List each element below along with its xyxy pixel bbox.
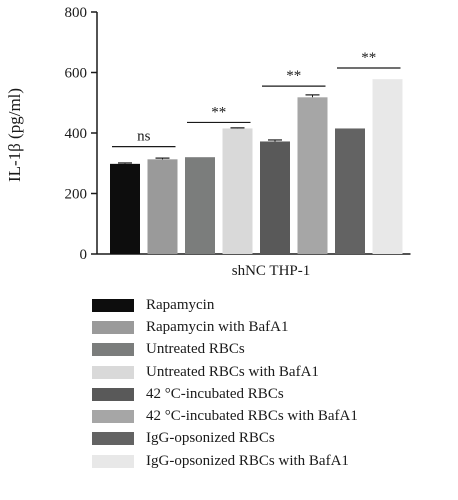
legend-swatch (92, 410, 134, 424)
legend-label: Untreated RBCs (146, 341, 245, 358)
y-tick-label: 800 (65, 5, 88, 21)
legend-item: Rapamycin with BafA1 (92, 316, 358, 338)
significance-label: ** (211, 104, 226, 120)
significance-label: ns (137, 129, 151, 145)
legend-label: 42 °C-incubated RBCs (146, 385, 284, 402)
bar (110, 163, 140, 254)
y-axis-label: IL-1β (pg/ml) (5, 88, 24, 182)
bar (185, 157, 215, 254)
legend-label: IgG-opsonized RBCs with BafA1 (146, 452, 349, 469)
legend-label: Rapamycin (146, 296, 215, 313)
bar-chart: 0 200 400 600 800 ns ** ** ** IL-1β (pg/ml) shN… (5, 5, 411, 279)
legend-swatch (92, 298, 134, 312)
legend-item: Rapamycin (92, 294, 358, 316)
bar (335, 128, 365, 254)
legend-item: IgG-opsonized RBCs with BafA1 (92, 450, 358, 472)
significance-markers: ns ** ** ** (112, 50, 401, 148)
legend-swatch (92, 365, 134, 379)
bar (297, 97, 328, 255)
y-ticks: 0 200 400 600 800 (65, 5, 97, 263)
legend-item: 42 °C-incubated RBCs with BafA1 (92, 405, 358, 427)
x-axis-label: shNC THP-1 (232, 263, 311, 279)
bar (147, 159, 178, 254)
legend-label: IgG-opsonized RBCs (146, 430, 275, 447)
legend-swatch (92, 454, 134, 468)
bar (260, 141, 290, 254)
legend-label: Untreated RBCs with BafA1 (146, 363, 319, 380)
bar (222, 128, 253, 254)
legend-item: Untreated RBCs with BafA1 (92, 361, 358, 383)
legend-item: 42 °C-incubated RBCs (92, 383, 358, 405)
bars-group (110, 79, 403, 255)
y-tick-label: 0 (80, 247, 88, 263)
legend-swatch (92, 432, 134, 446)
legend-label: Rapamycin with BafA1 (146, 318, 289, 335)
legend-item: IgG-opsonized RBCs (92, 428, 358, 450)
legend-item: Untreated RBCs (92, 339, 358, 361)
y-tick-label: 200 (65, 187, 88, 203)
significance-label: ** (361, 50, 376, 66)
significance-label: ** (286, 68, 301, 84)
y-tick-label: 400 (65, 126, 88, 142)
legend-swatch (92, 387, 134, 401)
legend: Rapamycin Rapamycin with BafA1 Untreated R… (92, 294, 358, 472)
legend-label: 42 °C-incubated RBCs with BafA1 (146, 408, 358, 425)
legend-swatch (92, 320, 134, 334)
legend-swatch (92, 343, 134, 357)
y-tick-label: 600 (65, 66, 88, 82)
bar (372, 79, 403, 254)
